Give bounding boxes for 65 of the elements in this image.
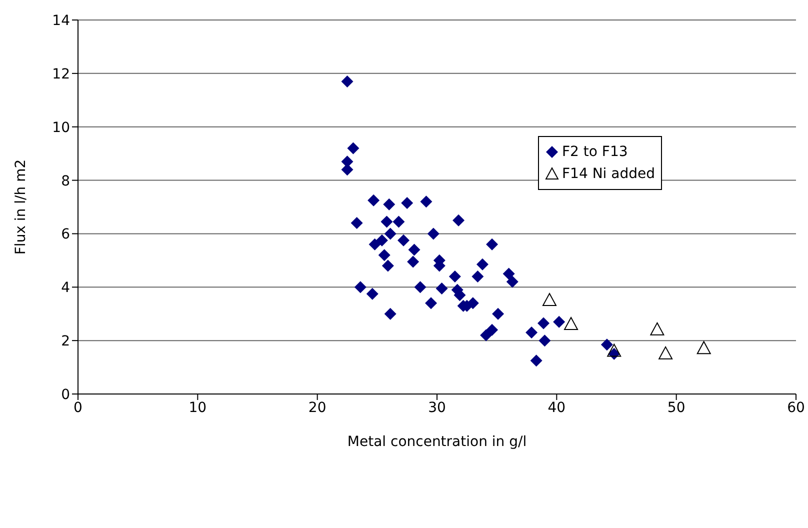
- point: [658, 346, 673, 360]
- y-tick-label: 8: [61, 173, 70, 190]
- point: [696, 341, 711, 354]
- x-tick-label: 60: [787, 400, 805, 416]
- point: [486, 324, 498, 336]
- point: [506, 276, 518, 288]
- point: [425, 297, 438, 310]
- point: [542, 293, 556, 306]
- point: [526, 326, 538, 339]
- point: [607, 344, 622, 357]
- point: [408, 244, 420, 256]
- point: [530, 354, 542, 367]
- point: [436, 282, 448, 294]
- point: [407, 256, 420, 268]
- point: [480, 329, 492, 342]
- point: [392, 216, 405, 228]
- point: [476, 258, 488, 270]
- point: [366, 288, 378, 300]
- point: [382, 260, 394, 272]
- point: [384, 308, 396, 320]
- point: [376, 234, 388, 246]
- point: [486, 238, 498, 250]
- point: [368, 238, 381, 250]
- point: [472, 270, 484, 282]
- point: [347, 142, 360, 154]
- y-axis-title: Flux in l/h m2: [12, 159, 29, 255]
- point: [448, 270, 461, 282]
- point: [553, 316, 566, 328]
- point: [401, 196, 414, 209]
- point: [452, 214, 465, 226]
- point: [564, 317, 578, 330]
- point: [414, 281, 426, 294]
- point: [420, 196, 432, 208]
- point: [538, 317, 550, 330]
- x-tick-label: 0: [74, 400, 82, 416]
- y-tick-label: 14: [52, 12, 70, 29]
- y-tick-label: 12: [52, 66, 70, 82]
- x-tick-label: 50: [667, 400, 686, 416]
- point: [492, 308, 504, 320]
- legend-label: F2 to F13: [562, 143, 628, 162]
- y-tick-label: 2: [61, 334, 70, 350]
- point: [354, 281, 366, 294]
- y-tick-label: 0: [61, 386, 70, 403]
- point: [650, 322, 664, 336]
- point: [368, 194, 380, 206]
- point: [502, 268, 515, 280]
- x-axis-title: Metal concentration in g/l: [347, 434, 527, 450]
- y-tick-label: 10: [52, 120, 70, 136]
- y-tick-label: 6: [61, 226, 70, 243]
- point: [341, 75, 354, 88]
- point: [538, 334, 551, 347]
- point: [383, 198, 396, 210]
- point: [378, 249, 390, 262]
- y-tick-label: 4: [61, 280, 70, 296]
- point: [384, 228, 396, 240]
- point: [350, 217, 363, 230]
- point: [427, 228, 440, 240]
- x-tick-label: 20: [308, 400, 326, 416]
- point: [600, 338, 613, 351]
- point: [380, 216, 393, 228]
- x-tick-label: 10: [188, 400, 207, 416]
- x-tick-label: 40: [548, 400, 566, 416]
- x-tick-label: 30: [428, 400, 446, 416]
- point: [397, 234, 410, 246]
- legend-label: F14 Ni added: [562, 165, 655, 184]
